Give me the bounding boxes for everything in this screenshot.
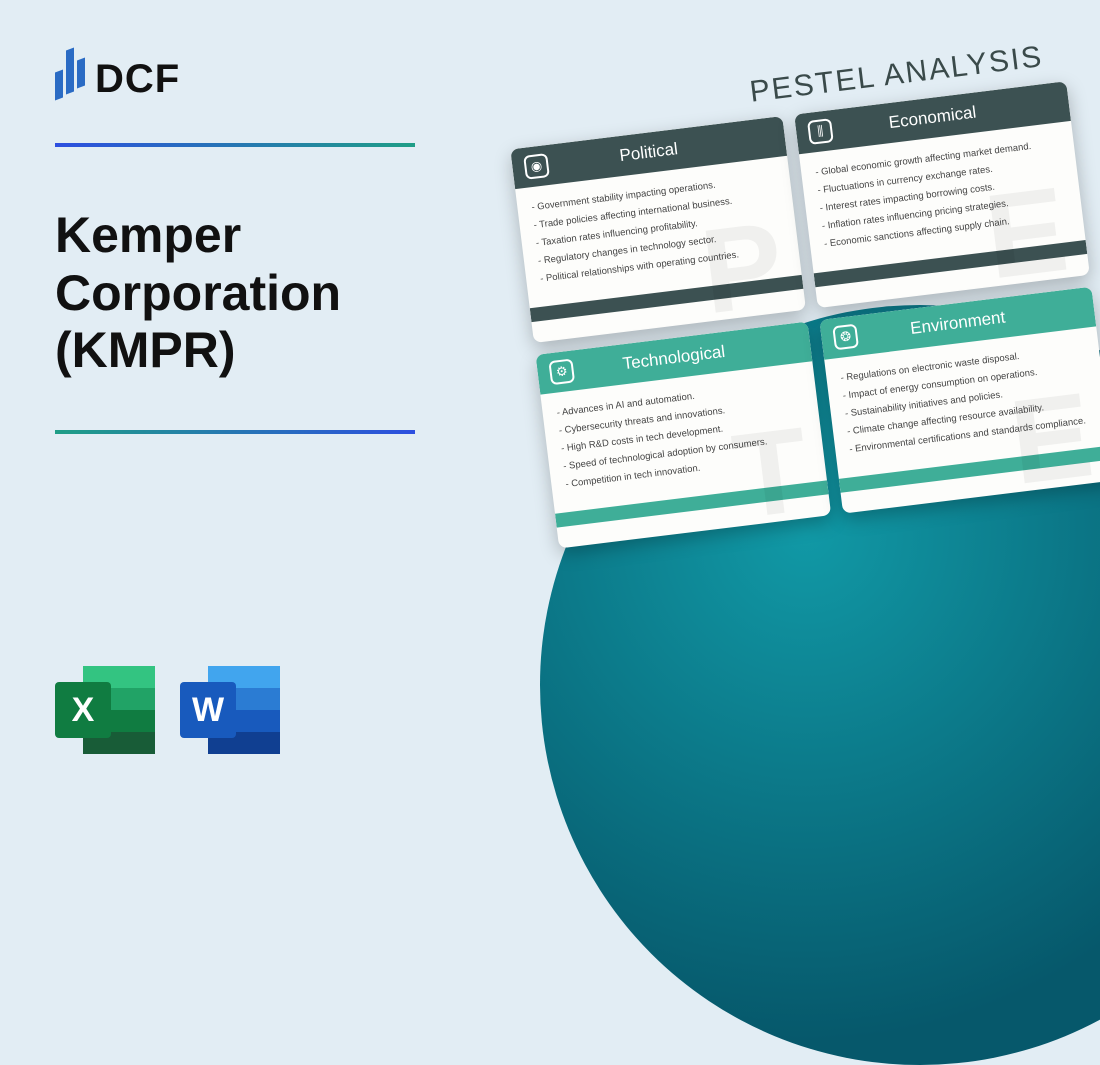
pestel-panel: PESTEL ANALYSIS ◉PoliticalPGovernment st… xyxy=(505,38,1100,549)
left-panel: DCF Kemper Corporation (KMPR) xyxy=(55,55,475,494)
page-title: Kemper Corporation (KMPR) xyxy=(55,207,475,380)
logo: DCF xyxy=(55,55,475,103)
card-title: Economical xyxy=(888,102,978,133)
pestel-card-technological: ⚙TechnologicalTAdvances in AI and automa… xyxy=(535,322,831,549)
card-items: Advances in AI and automation.Cybersecur… xyxy=(556,375,811,495)
word-letter: W xyxy=(180,682,236,738)
card-header-icon: ⚙ xyxy=(548,358,575,385)
pestel-cards: ◉PoliticalPGovernment stability impactin… xyxy=(510,81,1100,548)
logo-text: DCF xyxy=(95,57,180,102)
divider-top xyxy=(55,143,415,147)
card-items: Government stability impacting operation… xyxy=(531,169,786,289)
app-icons: X W xyxy=(55,660,280,760)
card-header-icon: ❂ xyxy=(832,324,859,351)
card-header-icon: ◉ xyxy=(523,153,550,180)
card-title: Technological xyxy=(622,342,727,374)
card-title: Political xyxy=(618,139,679,166)
excel-letter: X xyxy=(55,682,111,738)
card-items: Regulations on electronic waste disposal… xyxy=(840,340,1095,460)
card-title: Environment xyxy=(909,307,1006,338)
pestel-card-environment: ❂EnvironmentERegulations on electronic w… xyxy=(819,287,1100,514)
logo-bars-icon xyxy=(55,55,85,103)
word-icon: W xyxy=(180,660,280,760)
excel-icon: X xyxy=(55,660,155,760)
divider-bottom xyxy=(55,430,415,434)
pestel-card-political: ◉PoliticalPGovernment stability impactin… xyxy=(510,116,806,343)
card-items: Global economic growth affecting market … xyxy=(814,135,1069,255)
card-header-icon: ⫼ xyxy=(807,118,834,145)
pestel-card-economical: ⫼EconomicalEGlobal economic growth affec… xyxy=(794,81,1090,308)
